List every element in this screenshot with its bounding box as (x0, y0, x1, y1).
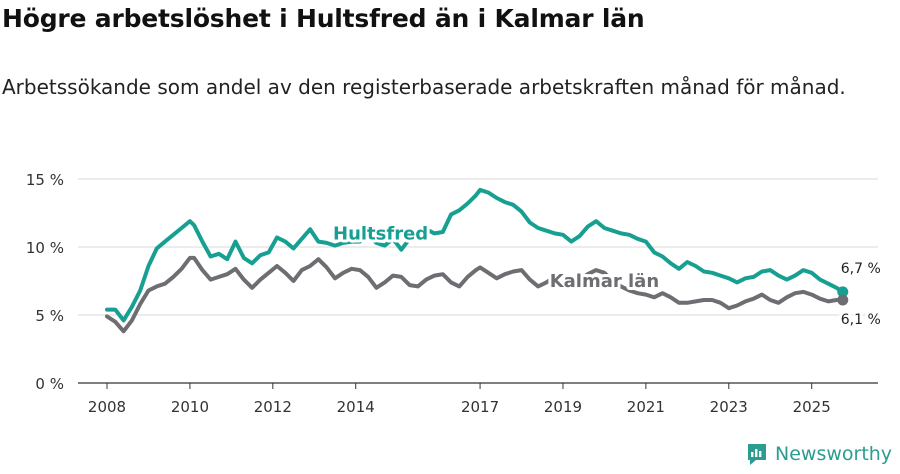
x-tick-label: 2023 (710, 398, 748, 416)
series-labels: Hultsfred Kalmar län 6,7 % 6,1 % (330, 221, 884, 331)
y-tick-label: 15 % (26, 171, 64, 189)
x-tick-label: 2014 (337, 398, 375, 416)
x-tick-label: 2008 (88, 398, 126, 416)
y-tick-label: 10 % (26, 239, 64, 257)
grid-lines (78, 178, 878, 316)
y-tick-label: 0 % (35, 375, 64, 393)
series-lines (105, 187, 849, 334)
series-label-hultsfred: Hultsfred (333, 224, 428, 245)
x-tick-label: 2019 (544, 398, 582, 416)
end-value-label-kalmar: 6,1 % (841, 312, 881, 328)
x-tick-label: 2017 (461, 398, 499, 416)
x-tick-label: 2021 (627, 398, 665, 416)
brand-name: Newsworthy (775, 443, 893, 465)
y-axis: 0 % 5 % 10 % 15 % (26, 171, 64, 393)
end-point-kalmar (837, 294, 849, 306)
series-line-hultsfred (105, 187, 845, 323)
newsworthy-logo-icon (748, 444, 766, 465)
x-axis: 2008 2010 2012 2014 2017 2019 2021 2023 2025 (78, 382, 878, 416)
series-label-kalmar: Kalmar län (550, 271, 659, 292)
end-point-hultsfred (837, 286, 849, 298)
end-value-label-hultsfred: 6,7 % (841, 261, 881, 277)
x-tick-label: 2025 (793, 398, 831, 416)
x-tick-label: 2012 (254, 398, 292, 416)
y-tick-label: 5 % (35, 307, 64, 325)
chart-title: Högre arbetslöshet i Hultsfred än i Kalm… (2, 4, 645, 33)
chart-subtitle: Arbetssökande som andel av den registerb… (2, 75, 846, 99)
x-tick-label: 2010 (171, 398, 209, 416)
newsworthy-logo: Newsworthy (745, 442, 892, 466)
series-line-kalmar (105, 255, 845, 334)
